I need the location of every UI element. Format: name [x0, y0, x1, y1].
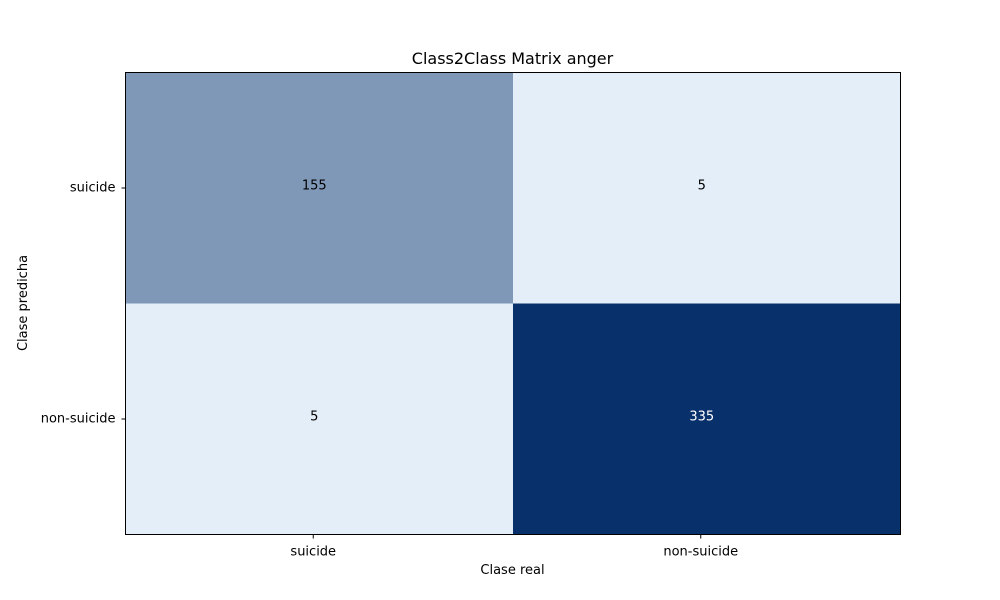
cell-value-label: 335: [689, 410, 714, 425]
plot-frame: [125, 72, 901, 535]
cell-value-label: 5: [698, 179, 706, 194]
heatmap-cell-suicide-non-suicide: [513, 72, 901, 304]
axes: suicide non-suicide suicide non-suicide: [41, 181, 738, 560]
cell-value-label: 155: [302, 179, 327, 194]
heatmap-cell-suicide-suicide: [125, 72, 513, 304]
y-tick-label: suicide: [70, 181, 116, 196]
x-tick-label: non-suicide: [663, 545, 738, 560]
heatmap-cell-non-suicide-suicide: [125, 303, 513, 535]
heatmap-cell-non-suicide-non-suicide: [513, 303, 901, 535]
heatmap-cells: 155 5 5 335: [125, 72, 901, 535]
x-axis-label: Clase real: [480, 563, 544, 578]
y-tick-label: non-suicide: [41, 412, 116, 427]
cell-value-label: 5: [310, 410, 318, 425]
y-axis-label: Clase predicha: [16, 255, 31, 351]
chart-title: Class2Class Matrix anger: [412, 49, 614, 68]
x-tick-label: suicide: [290, 545, 336, 560]
